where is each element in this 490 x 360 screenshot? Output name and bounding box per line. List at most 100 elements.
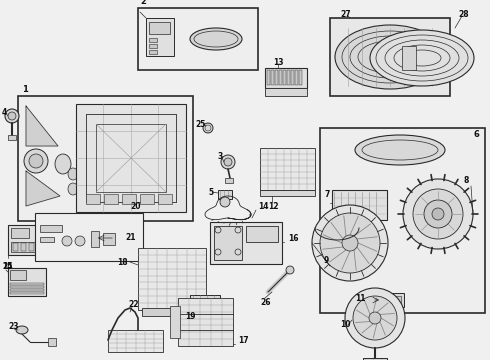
Bar xyxy=(10,286,44,288)
Ellipse shape xyxy=(81,186,91,198)
Text: 7: 7 xyxy=(324,190,329,199)
Bar xyxy=(11,228,29,238)
Ellipse shape xyxy=(286,266,294,274)
Ellipse shape xyxy=(335,25,445,89)
Bar xyxy=(332,225,342,245)
Bar xyxy=(11,242,47,252)
Ellipse shape xyxy=(75,236,85,246)
Bar xyxy=(122,194,136,204)
Text: 3: 3 xyxy=(218,152,223,161)
Bar xyxy=(363,358,387,360)
Bar xyxy=(225,178,233,183)
Bar xyxy=(146,18,174,56)
Ellipse shape xyxy=(403,179,473,249)
Bar xyxy=(29,243,34,251)
Text: 6: 6 xyxy=(473,130,479,139)
Bar xyxy=(299,70,302,85)
Bar xyxy=(149,44,157,48)
Ellipse shape xyxy=(8,112,16,120)
Bar xyxy=(104,194,118,204)
Bar xyxy=(246,226,278,242)
Bar xyxy=(265,88,307,96)
Bar xyxy=(35,213,143,261)
Text: 9: 9 xyxy=(324,256,329,265)
Ellipse shape xyxy=(62,236,72,246)
Text: 8: 8 xyxy=(464,176,469,185)
Ellipse shape xyxy=(81,172,91,184)
Text: 25: 25 xyxy=(195,120,205,129)
Bar xyxy=(218,190,232,199)
Text: 10: 10 xyxy=(340,320,350,329)
Ellipse shape xyxy=(345,288,405,348)
Bar xyxy=(385,296,401,304)
Text: 12: 12 xyxy=(268,202,278,211)
Bar xyxy=(10,270,26,280)
Bar xyxy=(260,190,315,196)
Text: 18: 18 xyxy=(118,258,128,267)
Text: 19: 19 xyxy=(185,312,196,321)
Text: 1: 1 xyxy=(22,85,28,94)
Bar xyxy=(330,18,450,96)
Bar xyxy=(37,243,42,251)
Ellipse shape xyxy=(432,208,444,220)
Bar xyxy=(332,190,387,220)
Ellipse shape xyxy=(190,28,242,50)
Text: 20: 20 xyxy=(130,202,141,211)
Bar xyxy=(271,70,274,85)
Ellipse shape xyxy=(24,149,48,173)
Text: 14: 14 xyxy=(258,202,269,211)
Bar xyxy=(138,8,258,70)
Bar xyxy=(149,38,157,42)
Bar xyxy=(402,46,416,70)
Text: 24: 24 xyxy=(2,262,13,271)
Ellipse shape xyxy=(342,235,358,251)
Bar xyxy=(382,293,404,307)
Text: 5: 5 xyxy=(208,188,213,197)
Ellipse shape xyxy=(221,155,235,169)
Ellipse shape xyxy=(370,30,474,86)
Text: 4: 4 xyxy=(2,108,7,117)
Ellipse shape xyxy=(320,213,380,273)
Ellipse shape xyxy=(55,154,71,174)
Ellipse shape xyxy=(355,135,445,165)
Bar xyxy=(320,128,485,313)
Bar xyxy=(103,233,115,245)
Text: 15: 15 xyxy=(2,262,12,271)
Text: 11: 11 xyxy=(355,294,366,303)
Bar xyxy=(158,194,172,204)
Ellipse shape xyxy=(68,168,78,180)
Bar xyxy=(275,70,278,85)
Polygon shape xyxy=(26,171,60,206)
Bar xyxy=(10,283,44,285)
Bar xyxy=(287,70,290,85)
Text: 21: 21 xyxy=(125,233,136,242)
Ellipse shape xyxy=(353,296,397,340)
Bar xyxy=(8,268,46,296)
Bar xyxy=(108,330,163,352)
Ellipse shape xyxy=(413,189,463,239)
Bar xyxy=(149,22,170,34)
Text: 17: 17 xyxy=(238,336,248,345)
Bar xyxy=(283,70,286,85)
Text: 28: 28 xyxy=(458,10,468,19)
Text: 2: 2 xyxy=(140,0,146,6)
Bar xyxy=(40,237,54,242)
Polygon shape xyxy=(26,106,58,146)
Ellipse shape xyxy=(312,205,388,281)
Bar xyxy=(265,68,307,88)
Text: 22: 22 xyxy=(128,300,139,309)
Bar xyxy=(279,70,282,85)
Ellipse shape xyxy=(29,154,43,168)
Bar xyxy=(149,50,157,54)
Bar xyxy=(170,306,180,338)
Bar xyxy=(214,226,242,260)
Bar xyxy=(140,194,154,204)
Bar xyxy=(8,225,50,255)
Bar xyxy=(13,243,18,251)
Ellipse shape xyxy=(203,123,213,133)
Ellipse shape xyxy=(16,326,28,334)
Bar xyxy=(96,124,166,192)
Text: 27: 27 xyxy=(340,10,351,19)
Bar xyxy=(142,308,204,316)
Bar xyxy=(295,70,298,85)
